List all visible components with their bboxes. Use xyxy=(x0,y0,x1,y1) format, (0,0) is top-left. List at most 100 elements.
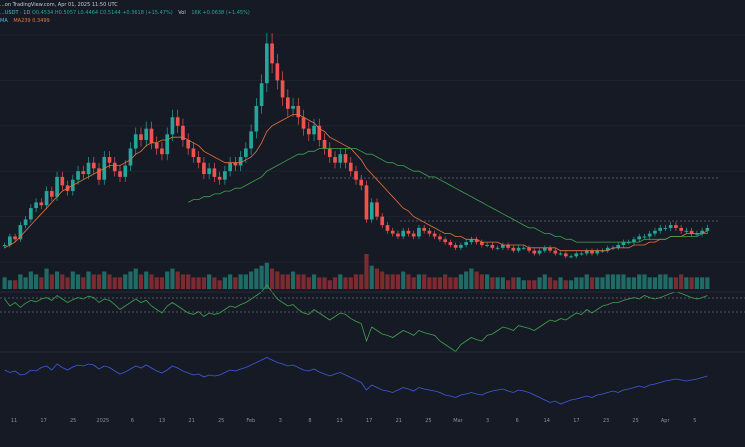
volume-bar xyxy=(694,277,699,289)
x-axis-tick: 11 xyxy=(10,418,18,424)
candle-body xyxy=(160,148,164,155)
candle-body xyxy=(238,157,243,166)
candle-body xyxy=(343,154,348,163)
candle-body xyxy=(217,176,222,180)
volume-bar xyxy=(526,280,532,289)
volume-bar xyxy=(254,268,259,289)
volume-bar xyxy=(516,277,521,289)
volume-bar xyxy=(537,277,542,289)
volume-bar xyxy=(54,271,60,289)
candle-body xyxy=(490,244,495,248)
x-axis-tick: 23 xyxy=(602,418,610,424)
volume-bar xyxy=(96,274,102,289)
candle-body xyxy=(705,227,710,231)
candle-body xyxy=(663,227,668,229)
volume-bar xyxy=(689,277,694,289)
volume-bar xyxy=(658,274,663,289)
candle-body xyxy=(642,236,647,238)
candle-body xyxy=(265,43,269,84)
volume-bar xyxy=(332,277,338,289)
candle-body xyxy=(175,117,180,126)
ma-slow-label[interactable]: MA239 0.3499 xyxy=(13,18,50,24)
volume-bar xyxy=(301,274,306,289)
volume-bar xyxy=(589,277,595,289)
moving-average-legend: MA MA239 0.3499 xyxy=(0,18,50,24)
volume-bar xyxy=(490,277,495,289)
candle-body xyxy=(149,128,154,143)
candle-body xyxy=(689,230,694,234)
volume-bar xyxy=(102,271,107,289)
candle-body xyxy=(480,242,484,245)
volume-label[interactable]: Vol xyxy=(178,10,186,16)
candle-body xyxy=(322,139,327,149)
candle-body xyxy=(616,244,621,248)
ma-fast-label[interactable]: MA xyxy=(0,18,8,24)
candle-body xyxy=(605,247,610,251)
candle-body xyxy=(275,63,280,81)
volume-bar xyxy=(322,277,327,289)
candle-body xyxy=(674,225,678,228)
candle-body xyxy=(327,148,332,158)
volume-bar xyxy=(416,274,422,289)
ohlc-values: O0.4534 H0.5057 L0.4464 C0.5144 +0.3618 … xyxy=(31,10,173,16)
candle-body xyxy=(427,230,432,234)
volume-bar xyxy=(595,277,600,289)
candle-body xyxy=(186,139,191,149)
candle-body xyxy=(86,162,91,175)
candle-body xyxy=(611,247,615,249)
candle-body xyxy=(249,131,253,149)
volume-bar xyxy=(338,274,343,289)
candle-body xyxy=(569,256,573,258)
volume-bar xyxy=(500,277,505,289)
volume-bar xyxy=(28,271,33,289)
volume-bar xyxy=(154,277,159,289)
volume-bar xyxy=(668,277,673,289)
candle-body xyxy=(254,105,259,132)
candle-body xyxy=(128,148,133,166)
candle-body xyxy=(501,244,505,248)
candle-body xyxy=(306,128,311,135)
volume-bar xyxy=(180,274,186,289)
candle-body xyxy=(417,227,421,237)
candle-body xyxy=(579,253,584,255)
volume-bar xyxy=(311,274,317,289)
candle-body xyxy=(532,250,537,254)
volume-bar xyxy=(369,265,374,289)
volume-bar xyxy=(532,280,537,289)
candle-body xyxy=(144,128,149,140)
candle-body xyxy=(537,250,542,254)
volume-bar xyxy=(343,277,348,289)
volume-bar xyxy=(33,274,39,289)
volume-bar xyxy=(91,274,96,289)
candle-body xyxy=(621,242,626,245)
x-axis-tick: 8 xyxy=(308,418,312,424)
volume-bar xyxy=(327,280,332,289)
candle-body xyxy=(44,191,49,206)
volume-bar xyxy=(437,277,443,289)
volume-bar xyxy=(443,274,448,289)
candle-body xyxy=(626,242,631,244)
candle-body xyxy=(542,247,547,251)
volume-bar xyxy=(647,277,652,289)
candle-body xyxy=(590,250,594,254)
candle-body xyxy=(574,253,579,257)
volume-bar xyxy=(663,274,668,289)
x-axis-tick: 13 xyxy=(336,418,343,424)
volume-bar xyxy=(547,277,553,289)
candle-body xyxy=(338,154,343,163)
volume-bar xyxy=(44,268,49,289)
x-axis-tick: 25 xyxy=(425,418,432,424)
volume-bar xyxy=(222,277,227,289)
volume-bar xyxy=(123,274,128,289)
candle-body xyxy=(695,233,699,235)
candle-body xyxy=(443,239,447,243)
symbol-label[interactable]: ...USDT · 1D xyxy=(0,10,31,16)
volume-bar xyxy=(18,274,23,289)
volume-bar xyxy=(395,274,401,289)
candle-body xyxy=(679,227,683,231)
volume-bar xyxy=(705,277,710,289)
candle-body xyxy=(653,230,657,234)
volume-bar xyxy=(631,277,637,289)
